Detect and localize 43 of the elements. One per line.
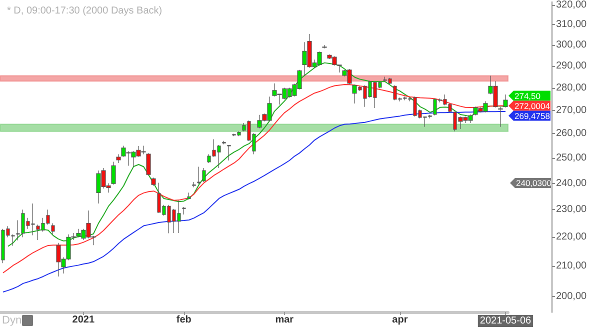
text: 274,50 <box>514 90 540 101</box>
y-tick-label: 280,00 <box>556 82 588 94</box>
y-tick-label: 240,00 <box>556 178 588 189</box>
text: Dyn <box>2 314 22 326</box>
candlestick <box>222 140 226 145</box>
candlestick <box>16 220 20 241</box>
candlestick <box>202 168 206 182</box>
line-series <box>8 62 506 247</box>
candlestick <box>192 182 196 188</box>
x-tick-label: 2021 <box>72 314 95 326</box>
line-series <box>2 84 506 274</box>
y-tick-label: 270,00 <box>556 104 588 116</box>
x-tick-label: apr <box>392 314 408 326</box>
y-tick-label: 320,00 <box>556 0 588 10</box>
y-tick-label: 250,00 <box>556 152 588 164</box>
candlestick <box>146 152 151 176</box>
y-tick-label: 220,00 <box>556 232 588 243</box>
candlestick <box>197 166 201 184</box>
data-label: 269,4758 <box>514 110 550 121</box>
candlestick <box>116 154 121 164</box>
candlestick <box>111 161 116 185</box>
candlestick <box>498 106 503 128</box>
x-tick-label: 2021-05-06 <box>480 316 532 326</box>
y-tick-label: 260,00 <box>556 128 588 140</box>
candlestick <box>227 144 231 161</box>
line-series <box>2 110 506 292</box>
y-tick-label: 200,00 <box>556 290 588 302</box>
y-tick-label: 230,00 <box>556 204 588 216</box>
candlestick <box>182 206 186 215</box>
x-tick-label: feb <box>176 314 192 326</box>
candlestick <box>151 177 156 186</box>
text: 240,0300 <box>516 178 552 188</box>
y-tick-label: 290,00 <box>556 60 588 72</box>
candlestick <box>322 44 327 49</box>
y-tick-label: 300,00 <box>556 40 588 50</box>
chart-title: * D, 09:00-17:30 (2000 Days Back) <box>7 6 162 16</box>
y-tick-label: 310,00 <box>556 19 588 30</box>
y-tick-label: 210,00 <box>556 260 588 272</box>
candlestick <box>503 94 508 108</box>
data-label: 272,0004 <box>514 100 550 111</box>
x-tick-label: mar <box>275 314 294 326</box>
candlestick <box>51 223 55 235</box>
candlestick <box>187 192 191 200</box>
